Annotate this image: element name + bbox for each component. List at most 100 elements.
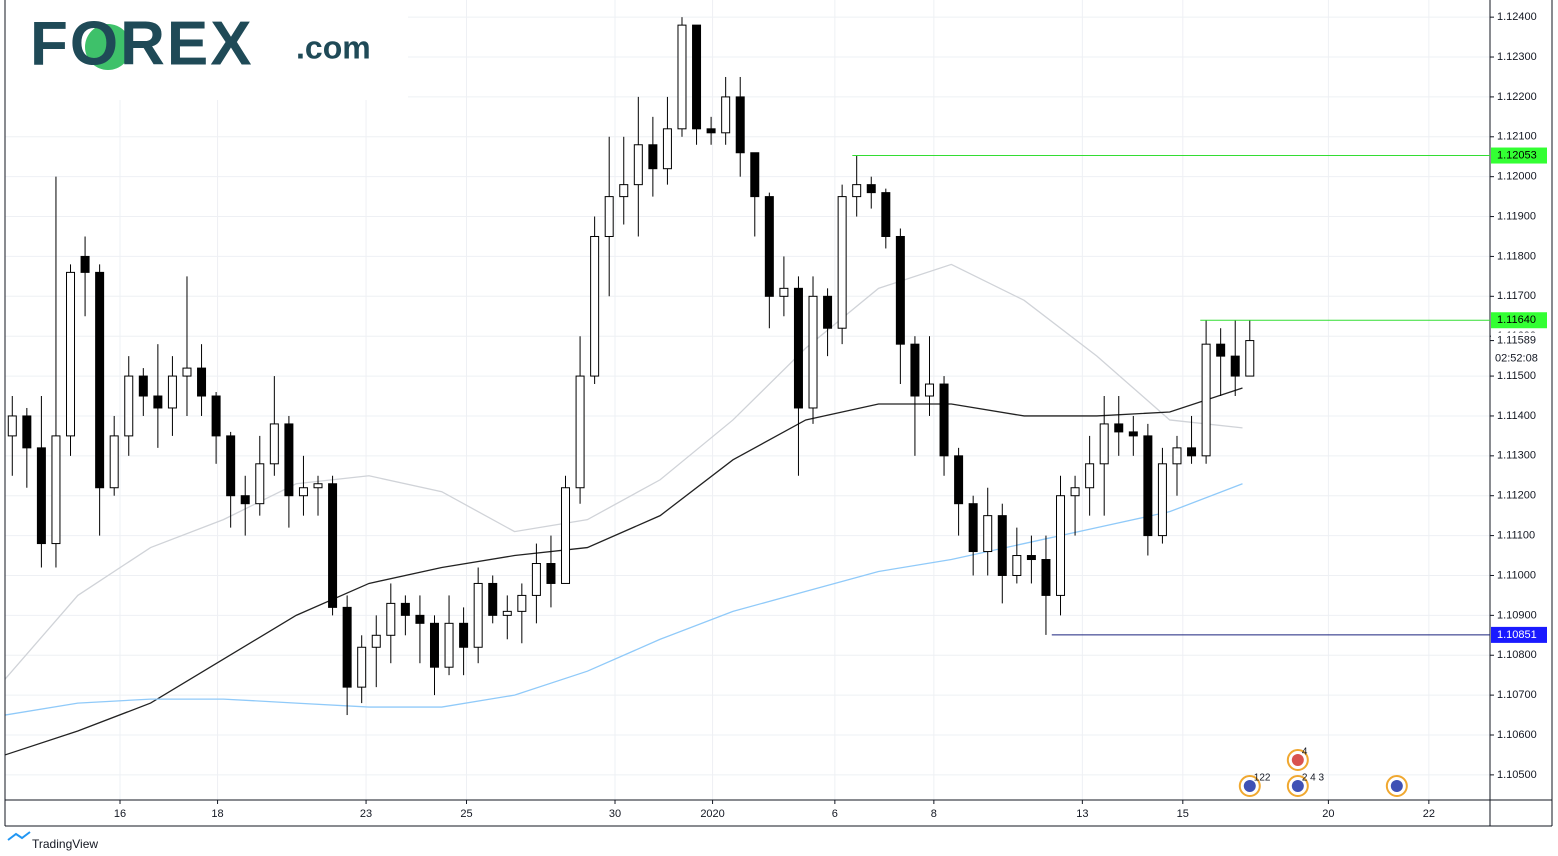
event-flag: [1243, 780, 1256, 792]
axes: 1.12400 1.12300 1.12200 1.12100 1.12000 1.119…: [4, 0, 1553, 827]
y-tick-label: 1.12400: [1497, 11, 1537, 23]
candle-body: [1143, 435, 1153, 537]
candle-body: [429, 622, 439, 668]
candle-body: [328, 483, 338, 608]
logo-coin: [85, 24, 131, 70]
candle-body: [939, 383, 949, 457]
overlays: [4, 263, 1243, 756]
candle-body: [226, 435, 236, 497]
event-flag: [1390, 780, 1403, 792]
candle-body: [1099, 423, 1109, 465]
candle-body: [22, 415, 32, 449]
candle-body: [1012, 555, 1022, 576]
countdown: 02:52:08: [1495, 352, 1538, 364]
candle-body: [954, 455, 964, 505]
candle-body: [546, 563, 556, 584]
y-tick-label: 1.10800: [1497, 649, 1537, 661]
candle-body: [677, 24, 687, 130]
candle-body: [706, 128, 716, 134]
event-label: 4: [1302, 747, 1308, 758]
y-tick-label: 1.11300: [1497, 450, 1536, 462]
y-tick-label: 1.10500: [1497, 769, 1537, 781]
candle-body: [109, 435, 119, 489]
candle-body: [997, 515, 1007, 576]
candle-body: [1187, 447, 1197, 457]
tradingview-icon: [7, 831, 31, 841]
candle-body: [924, 383, 934, 397]
event-flag: [1291, 780, 1304, 792]
y-tick-label: 1.12300: [1497, 51, 1537, 63]
candle-body: [36, 447, 46, 545]
candle-body: [837, 196, 847, 329]
candle-body: [1201, 343, 1211, 457]
footer-brand: TradingView: [32, 837, 98, 851]
y-tick-label: 1.11700: [1497, 290, 1536, 302]
candle-body: [298, 487, 308, 497]
candle-body: [793, 287, 803, 409]
y-tick-label: 1.10900: [1497, 609, 1537, 621]
candle-body: [910, 343, 920, 397]
x-tick-label: 20: [1322, 808, 1334, 820]
candle-body: [692, 24, 702, 130]
candle-body: [153, 395, 163, 409]
last-price-label: 1.11589: [1497, 334, 1536, 346]
candle-body: [895, 235, 905, 345]
candle-body: [488, 582, 498, 616]
candle-body: [1216, 343, 1226, 357]
candle-body: [721, 96, 731, 134]
candles: [7, 17, 1255, 716]
last-price-bg: [1491, 332, 1551, 367]
x-tick-label: 22: [1423, 808, 1435, 820]
level-box: [1491, 312, 1547, 329]
y-tick-label: 1.11400: [1497, 410, 1536, 422]
y-tick-label: 1.11500: [1497, 370, 1536, 382]
candle-body: [750, 152, 760, 198]
candle-body: [735, 96, 745, 154]
x-tick-label: 15: [1177, 808, 1189, 820]
candle-body: [459, 622, 469, 648]
candle-body: [1085, 463, 1095, 489]
candle-body: [881, 192, 891, 237]
y-tick-label: 1.11200: [1497, 490, 1536, 502]
y-tick-label: 1.12200: [1497, 91, 1537, 103]
candle-body: [590, 235, 600, 377]
level-box: [1491, 147, 1547, 164]
candle-body: [648, 144, 658, 170]
candle-body: [1172, 447, 1182, 465]
x-tick-label: 13: [1076, 808, 1088, 820]
moving-average: [4, 483, 1243, 716]
candle-body: [1230, 355, 1240, 377]
candle-body: [575, 375, 585, 489]
candle-body: [1041, 559, 1051, 596]
x-tick-label: 18: [211, 808, 223, 820]
candle-body: [764, 196, 774, 297]
event-flag: [1291, 754, 1304, 766]
x-tick-label: 16: [114, 808, 126, 820]
grid: [5, 0, 1490, 800]
candle-body: [1070, 487, 1080, 497]
candle-body: [342, 606, 352, 688]
candle-body: [823, 295, 833, 329]
candle-body: [371, 634, 381, 648]
candle-body: [255, 463, 265, 505]
y-tick-label: 1.10600: [1497, 729, 1537, 741]
x-tick-label: 25: [460, 808, 472, 820]
candle-body: [240, 495, 250, 505]
candle-body: [66, 271, 76, 437]
candle-body: [866, 184, 876, 194]
candle-body: [1026, 555, 1036, 561]
candle-body: [517, 594, 527, 612]
x-tick-label: 8: [931, 808, 937, 820]
y-tick-label: 1.11100: [1497, 529, 1535, 541]
y-tick-label: 1.11000: [1497, 569, 1536, 581]
candle-body: [633, 144, 643, 186]
candle-body: [182, 367, 192, 377]
level-label: 1.12053: [1497, 149, 1537, 161]
level-box: [1491, 626, 1547, 643]
candle-body: [808, 295, 818, 409]
logo-background: [0, 0, 408, 100]
candle-body: [269, 423, 279, 465]
candle-body: [95, 271, 105, 489]
candle-body: [138, 375, 148, 397]
